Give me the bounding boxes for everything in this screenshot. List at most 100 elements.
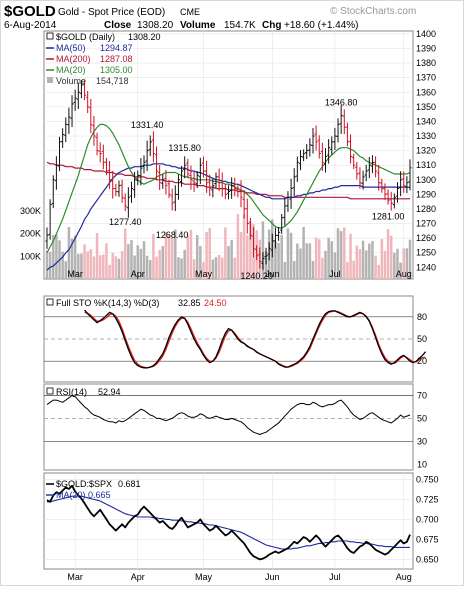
ohlc-bar	[255, 245, 259, 261]
ohlc-bar	[148, 135, 152, 157]
ohlc-bar	[283, 197, 287, 226]
header-date: 6-Aug-2014	[4, 20, 57, 31]
ohlc-bar	[358, 167, 362, 189]
volume-bar	[202, 262, 205, 279]
volume-bar	[217, 254, 221, 279]
ratio-line	[46, 484, 411, 561]
ohlc-bar	[245, 198, 249, 234]
volume-bar	[55, 234, 58, 279]
ohlc-bar	[383, 183, 387, 200]
rsi-tick-label: 50	[417, 413, 427, 423]
ratio-month-label: Jul	[329, 572, 341, 582]
ohlc-bar	[261, 252, 265, 270]
volume-bar	[83, 244, 86, 279]
volume-axis: 100K 200K 300K	[20, 206, 41, 261]
volume-bar	[358, 249, 362, 279]
volume-bar	[311, 261, 315, 279]
ohlc-bar	[154, 146, 159, 180]
ohlc-bar	[82, 79, 87, 101]
price-annotation: 1240.20	[240, 271, 273, 281]
volume-bar	[52, 234, 55, 279]
volume-bar	[149, 260, 152, 279]
ohlc-bar	[217, 168, 221, 192]
volume-bar	[305, 243, 308, 279]
rsi-legend: RSI(14) 52.94	[46, 387, 121, 397]
volume-bar	[283, 261, 287, 279]
price-month-label: May	[195, 269, 213, 279]
volume-bar	[142, 241, 146, 279]
volume-bar	[274, 241, 277, 279]
volume-bar	[186, 235, 190, 279]
volume-bar	[208, 228, 211, 279]
sto-legend-label: Full STO %K(14,3) %D(3)	[56, 298, 159, 308]
price-annotation: 1315.80	[168, 143, 201, 153]
volume-bar	[393, 252, 396, 279]
ohlc-bar	[389, 191, 393, 211]
ohlc-bar	[348, 134, 353, 164]
ohlc-bar	[183, 156, 187, 179]
volume-bar	[164, 231, 168, 279]
volume-bar	[296, 243, 299, 279]
volume-bar	[70, 238, 74, 279]
volume-bar	[261, 221, 265, 279]
volume-bar	[108, 264, 111, 279]
volume-bar	[364, 250, 368, 279]
ohlc-bar	[364, 164, 368, 182]
volume-bar	[327, 237, 330, 279]
ohlc-bar	[70, 95, 74, 128]
ohlc-bar	[73, 89, 77, 111]
volume-bar	[264, 251, 268, 279]
ohlc-bar	[302, 149, 306, 162]
volume-bar	[242, 214, 246, 279]
ohlc-bar	[107, 161, 112, 190]
volume-bar	[158, 249, 161, 279]
ohlc-bar	[317, 135, 321, 159]
volume-bar	[127, 244, 130, 279]
ohlc-bar	[120, 179, 124, 203]
volume-bar	[230, 240, 233, 279]
volume-bar	[133, 255, 136, 279]
volume-bar	[383, 250, 387, 279]
ma20-line	[46, 123, 411, 253]
ratio-lines	[46, 484, 411, 561]
volume-bar	[89, 249, 93, 279]
volume-bar	[105, 243, 108, 279]
stochastic-panel: 20 50 80 Full STO %K(14,3) %D(3) 32.85 24.50	[43, 295, 427, 383]
ohlc-bar	[79, 79, 84, 99]
ohlc-bar	[136, 170, 140, 186]
ohlc-bar	[342, 109, 346, 135]
ohlc-bar	[223, 183, 227, 200]
price-annotation: 1331.40	[131, 120, 164, 130]
ohlc-bar	[104, 157, 109, 176]
volume-bar	[346, 262, 349, 279]
watermark: © StockCharts.com	[330, 6, 416, 17]
sto-legend-k: 32.85	[178, 298, 201, 308]
ohlc-bar	[101, 144, 105, 170]
ohlc-bar	[204, 160, 209, 193]
sto-y-axis: 20 50 80	[417, 312, 427, 366]
rsi-legend-label: RSI(14)	[56, 387, 87, 397]
price-tick-label: 1380	[416, 58, 436, 68]
volume-bar	[189, 229, 193, 279]
ohlc-bar	[198, 157, 202, 185]
ohlc-bar	[95, 132, 99, 156]
volume-bar	[286, 228, 290, 279]
sto-k-line	[84, 309, 427, 369]
price-tick-label: 1240	[416, 262, 436, 272]
ohlc-bar	[176, 174, 181, 200]
ohlc-bar	[45, 227, 49, 249]
volume-bar	[299, 248, 302, 279]
ohlc-bar	[57, 136, 62, 172]
ohlc-bar	[111, 170, 115, 199]
ohlc-bar	[333, 127, 337, 150]
volume-bar	[98, 255, 102, 279]
ohlc-bar	[270, 233, 274, 258]
ohlc-bar	[395, 182, 400, 203]
volume-bar	[249, 222, 252, 279]
ohlc-bar	[211, 178, 215, 198]
close-label: Close	[104, 20, 132, 31]
ohlc-bar	[167, 180, 171, 199]
ohlc-bar	[158, 165, 162, 191]
ohlc-bar	[126, 187, 130, 218]
